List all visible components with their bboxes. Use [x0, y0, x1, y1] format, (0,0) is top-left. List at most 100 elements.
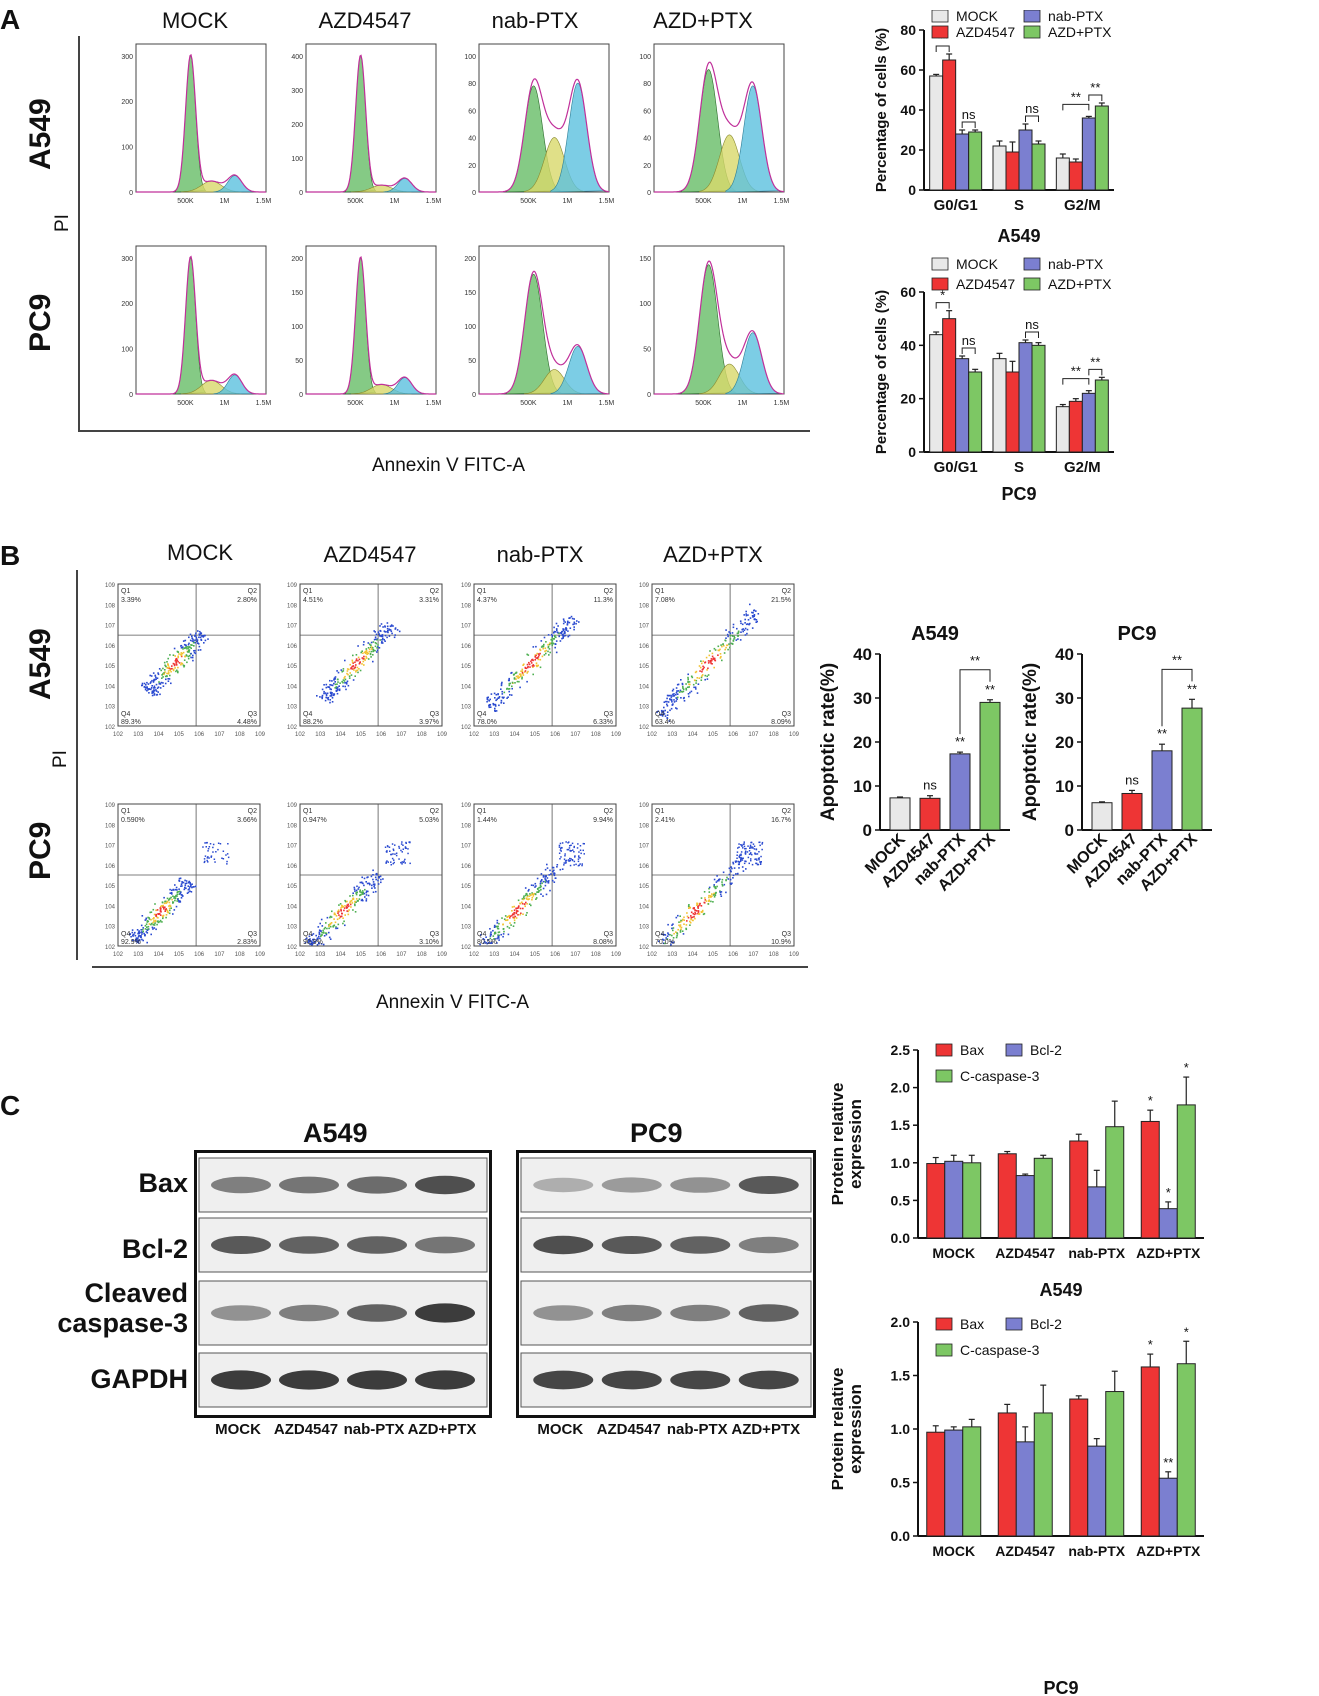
dot [577, 858, 580, 860]
dot [508, 927, 511, 929]
dot [175, 660, 178, 662]
significance-label: ** [1071, 89, 1081, 104]
dot [212, 851, 214, 853]
dot [361, 890, 364, 892]
dot [318, 931, 321, 934]
dot [394, 628, 397, 630]
y-axis-title-line: Protein relative [832, 1083, 847, 1206]
dot [167, 670, 170, 672]
dot [703, 912, 706, 915]
dot [702, 660, 704, 663]
blot-strips [520, 1157, 812, 1408]
dot [375, 890, 377, 893]
dot [338, 688, 341, 691]
dot [392, 853, 394, 855]
dot [705, 656, 708, 659]
dot [330, 688, 332, 691]
dot [329, 916, 331, 919]
dot [196, 640, 199, 643]
dot [359, 662, 361, 664]
dot [680, 679, 682, 681]
dot [319, 696, 321, 698]
dot [521, 677, 523, 680]
dot [159, 693, 161, 696]
dot [364, 888, 366, 891]
dot [686, 915, 689, 918]
dot [667, 933, 670, 936]
dot [333, 693, 335, 695]
dot [182, 648, 184, 650]
dot [152, 928, 154, 930]
dot [368, 883, 371, 885]
dot [744, 634, 747, 636]
dot [727, 635, 729, 638]
dot [388, 846, 391, 848]
dot [137, 939, 139, 941]
histogram-x-tick: 1.5M [599, 400, 615, 407]
dot [159, 907, 162, 910]
dot [736, 851, 739, 853]
dot [487, 941, 490, 944]
dot [373, 630, 375, 632]
log-y-tick: 103 [639, 705, 650, 711]
dot [161, 915, 164, 917]
dot [140, 929, 142, 931]
dot [698, 665, 701, 667]
dot [692, 919, 694, 922]
dot [192, 659, 194, 662]
category-label: S [1014, 197, 1024, 214]
dot [395, 854, 398, 857]
y-tick-label: 30 [1055, 689, 1074, 708]
dot [744, 627, 747, 630]
dot [676, 693, 679, 695]
dot [742, 870, 745, 872]
dot [664, 715, 667, 717]
dot [501, 690, 503, 693]
dot [496, 919, 499, 922]
dot [188, 881, 190, 883]
dot [545, 880, 548, 882]
histogram-y-tick: 300 [291, 88, 303, 95]
log-x-tick: 102 [295, 732, 306, 738]
dot [488, 706, 491, 709]
dot [547, 882, 550, 884]
dot [563, 630, 566, 633]
dot [526, 895, 529, 898]
dot [743, 862, 746, 865]
dot [568, 847, 571, 849]
dot [140, 936, 142, 939]
dot [336, 686, 339, 689]
dot [177, 660, 179, 663]
dot [494, 697, 496, 699]
dot [329, 688, 331, 690]
dot [562, 628, 564, 630]
dot [534, 882, 537, 885]
dot [673, 699, 675, 701]
dot [527, 890, 530, 892]
dot [145, 931, 148, 933]
dot [672, 695, 674, 697]
dot [496, 922, 499, 924]
dot [573, 845, 575, 848]
dot [696, 677, 699, 679]
dot [389, 629, 392, 631]
dot [722, 643, 724, 646]
histogram-y-tick: 0 [299, 392, 303, 399]
dot [334, 921, 337, 924]
dot [169, 888, 171, 891]
dot [519, 686, 521, 689]
panel-b-x-axis-label: Annexin V FITC-A [376, 992, 530, 1013]
dot [728, 873, 731, 876]
dot [666, 935, 669, 937]
dot [382, 878, 384, 880]
dot [508, 682, 511, 685]
dot [317, 926, 320, 928]
dot [207, 856, 209, 858]
protein-label-bcl2: Bcl-2 [121, 1234, 188, 1264]
dot [554, 635, 556, 638]
dot [166, 675, 168, 677]
dot [685, 928, 688, 931]
dot [540, 885, 542, 888]
dot [163, 661, 166, 664]
log-x-tick: 108 [235, 952, 246, 958]
